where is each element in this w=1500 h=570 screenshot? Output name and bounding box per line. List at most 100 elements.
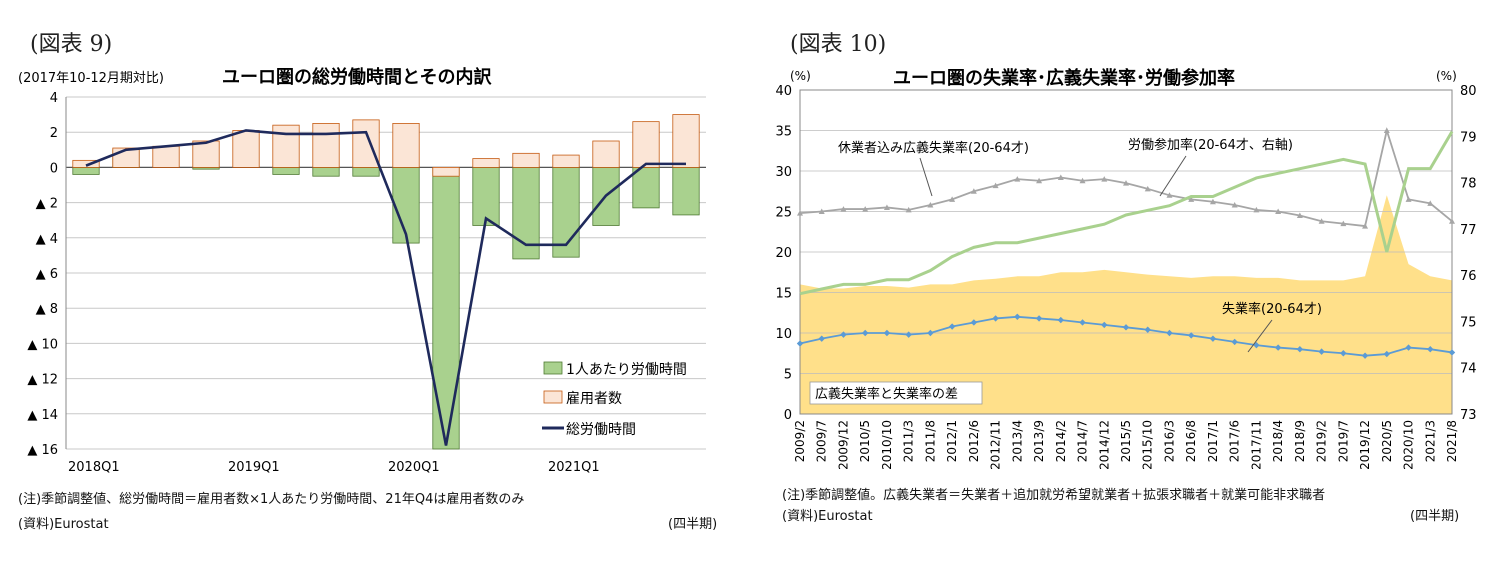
point-broad-unemployment: [1427, 200, 1434, 206]
figure-9-note: (注)季節調整値、総労働時間＝雇用者数×1人あたり労働時間、21年Q4は雇用者数…: [18, 492, 525, 507]
bar-employees: [632, 121, 660, 168]
chart9-ytick-label: ▲ 2: [36, 197, 58, 212]
chart9-ytick-label: ▲ 8: [36, 302, 58, 317]
point-unemployment-rate: [1274, 344, 1282, 351]
bar-employees: [512, 152, 540, 168]
chart10-ytick-label: 10: [775, 327, 792, 342]
chart10-y2tick-label: 78: [1460, 177, 1477, 192]
bar-hours-per-person: [72, 166, 100, 175]
point-broad-unemployment: [970, 188, 977, 194]
chart10-xtick-label: 2021/3: [1423, 420, 1437, 462]
chart10-xtick-label: 2015/10: [1141, 420, 1155, 470]
chart10-ytick-label: 40: [775, 84, 792, 99]
point-unemployment-rate: [1035, 315, 1043, 322]
bar-hours-per-person: [552, 166, 580, 258]
figure-10-note: (注)季節調整値。広義失業者＝失業者＋追加就労希望就業者＋拡張求職者＋就業可能非…: [782, 488, 1326, 503]
point-broad-unemployment: [1014, 176, 1021, 182]
point-unemployment-rate: [1253, 341, 1260, 349]
chart10-xtick-label: 2019/7: [1336, 420, 1350, 462]
point-broad-unemployment: [797, 210, 803, 216]
chart9-ytick-label: 0: [50, 161, 58, 176]
legend-label: 1人あたり労働時間: [566, 362, 687, 378]
chart10-ylabel-left: (%): [790, 69, 811, 83]
chart9-xtick-label: 2018Q1: [68, 460, 120, 475]
point-unemployment-rate: [1122, 324, 1130, 331]
chart10-xtick-label: 2010/5: [858, 420, 872, 462]
chart9-xtick-label: 2021Q1: [548, 460, 600, 475]
point-unemployment-rate: [948, 323, 956, 330]
chart10-xtick-label: 2017/6: [1228, 420, 1242, 462]
point-unemployment-rate: [796, 340, 804, 347]
figure-9-period: (四半期): [668, 517, 718, 532]
chart10-title: ユーロ圏の失業率･広義失業率･労働参加率: [893, 67, 1235, 89]
point-broad-unemployment: [1188, 196, 1195, 202]
point-unemployment-rate: [1296, 346, 1304, 353]
chart10-xtick-label: 2009/7: [815, 420, 829, 462]
line-total-hours: [85, 129, 686, 446]
chart9-ylabel: (2017年10-12月期対比): [18, 71, 164, 86]
point-unemployment-rate: [1144, 326, 1151, 333]
point-unemployment-rate: [992, 315, 999, 322]
legend-label: 総労働時間: [566, 422, 636, 438]
figure-9-source: (資料)Eurostat: [18, 517, 109, 532]
area-broad-minus-unemployment: [800, 195, 1452, 414]
chart9-ytick-label: ▲ 10: [27, 337, 58, 352]
point-unemployment-rate: [1209, 335, 1217, 342]
chart9-title: ユーロ圏の総労働時間とその内訳: [222, 66, 492, 88]
annotation-unemployment-rate: 失業率(20-64才): [1222, 301, 1322, 317]
point-unemployment-rate: [1383, 350, 1390, 358]
bar-employees: [352, 119, 380, 168]
chart10-xtick-label: 2015/5: [1119, 420, 1133, 462]
bar-hours-per-person: [432, 166, 460, 450]
chart10-xtick-label: 2014/2: [1054, 420, 1068, 462]
chart10-xtick-label: 2009/2: [793, 420, 807, 462]
bar-employees: [192, 140, 220, 168]
chart10-ytick-label: 35: [775, 125, 792, 140]
chart10-xtick-label: 2013/4: [1010, 420, 1024, 462]
chart9-ytick-label: ▲ 16: [27, 443, 58, 458]
line-broad-unemployment: [799, 127, 1453, 228]
chart10-ytick-label: 25: [775, 206, 792, 221]
annotation-arrow: [1247, 319, 1273, 353]
annotation-gap: 広義失業率と失業率の差: [815, 386, 958, 402]
point-unemployment-rate: [883, 329, 891, 337]
chart10-ytick-label: 30: [775, 165, 792, 180]
point-broad-unemployment: [1057, 174, 1064, 180]
chart10-xtick-label: 2017/11: [1249, 420, 1263, 470]
point-broad-unemployment: [1275, 208, 1282, 214]
point-unemployment-rate: [862, 329, 869, 337]
point-unemployment-rate: [1014, 313, 1021, 320]
chart9-ytick-label: ▲ 6: [36, 267, 58, 282]
bar-employees: [152, 145, 180, 168]
figure-10-period: (四半期): [1410, 509, 1460, 524]
point-broad-unemployment: [1231, 202, 1238, 208]
point-broad-unemployment: [949, 196, 956, 202]
labor-hours-chart: (2017年10-12月期対比) ユーロ圏の総労働時間とその内訳 4 2 0 ▲ 2 ▲…: [18, 66, 706, 475]
chart10-xtick-label: 2012/11: [989, 420, 1003, 470]
point-unemployment-rate: [970, 319, 978, 326]
bar-employees: [552, 154, 580, 168]
chart10-xtick-label: 2020/5: [1380, 420, 1394, 462]
point-broad-unemployment: [1449, 218, 1455, 224]
point-unemployment-rate: [1188, 332, 1195, 339]
chart10-y2tick-label: 79: [1460, 130, 1477, 145]
figure-10-source: (資料)Eurostat: [782, 509, 873, 524]
point-unemployment-rate: [1101, 321, 1108, 329]
point-broad-unemployment: [992, 182, 999, 189]
point-broad-unemployment: [1362, 223, 1369, 229]
point-unemployment-rate: [1448, 349, 1456, 356]
chart10-xtick-label: 2019/12: [1358, 420, 1372, 470]
bar-employees: [672, 114, 700, 168]
point-broad-unemployment: [1405, 196, 1412, 202]
point-unemployment-rate: [1427, 346, 1434, 353]
annotation-arrow: [919, 157, 933, 197]
chart9-ytick-label: ▲ 12: [27, 373, 58, 388]
chart10-ytick-label: 5: [784, 368, 792, 383]
chart10-xtick-label: 2021/8: [1445, 420, 1459, 462]
point-broad-unemployment: [862, 206, 869, 212]
point-broad-unemployment: [1383, 127, 1390, 133]
figure-10-label: (図表 10): [790, 32, 887, 57]
point-unemployment-rate: [927, 329, 934, 337]
point-unemployment-rate: [1361, 352, 1369, 359]
